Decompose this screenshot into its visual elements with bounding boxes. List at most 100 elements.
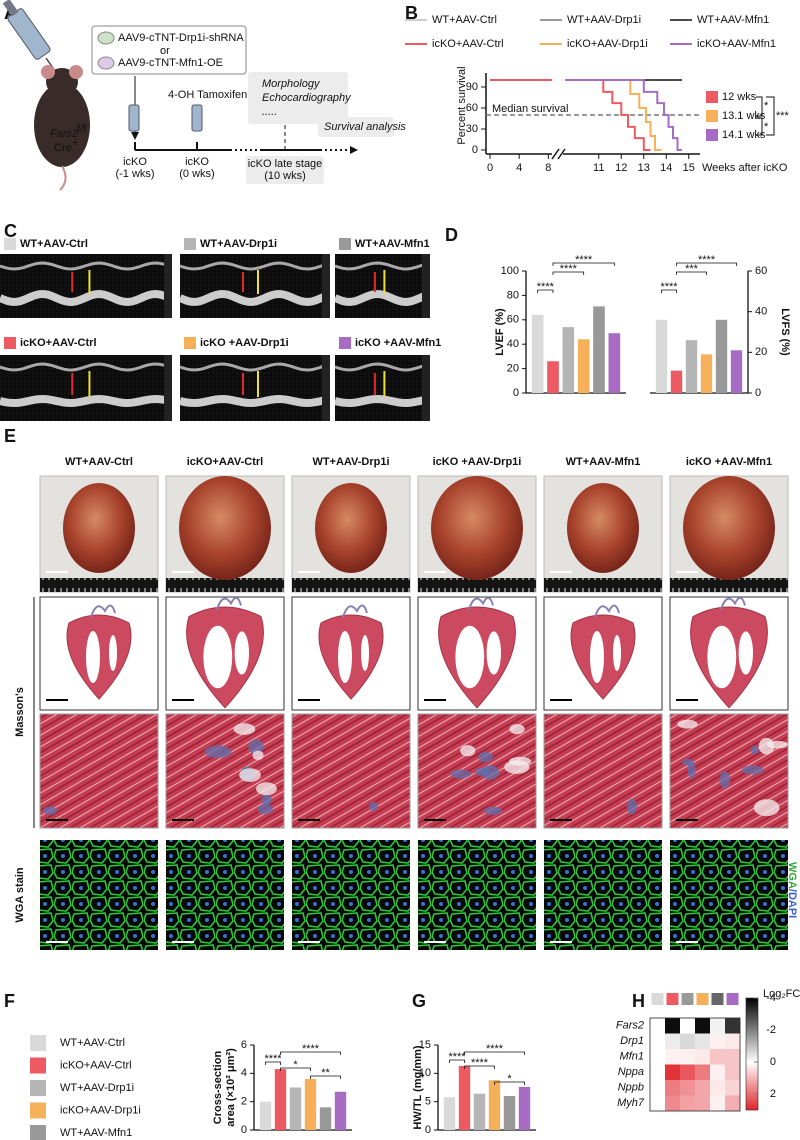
bar (655, 319, 668, 393)
legend-swatch (30, 1035, 46, 1051)
significance-bracket (464, 1065, 495, 1069)
echo-wall (179, 394, 329, 408)
legend-label: icKO+AAV-Mfn1 (697, 38, 776, 50)
fibrosis (257, 804, 274, 815)
echo-wall (0, 394, 173, 408)
colorbar-tick-label: -4 (766, 992, 776, 1004)
bar (547, 361, 559, 393)
heatmap-cell (680, 1064, 695, 1080)
readout-box (248, 72, 348, 124)
fibrosis (43, 806, 57, 815)
heatmap-cell (695, 1080, 710, 1096)
x-tick-label: 15 (683, 162, 695, 174)
survival-box (318, 117, 394, 137)
fibrosis (252, 750, 264, 761)
bar (503, 1096, 516, 1130)
fibrosis (481, 765, 500, 780)
x-tick-label: 0 (487, 162, 493, 174)
survival-line (565, 79, 662, 151)
heart-cavity (203, 625, 233, 689)
column-swatch (681, 993, 694, 1005)
bar (334, 1091, 347, 1130)
median-swatch (706, 91, 718, 103)
arrow-head (131, 132, 139, 140)
colorbar-label: Log₂FC (763, 988, 800, 1000)
significance: **** (302, 1043, 320, 1055)
legend-label: WT+AAV-Ctrl (60, 1037, 125, 1049)
survival-label: Survival analysis (324, 121, 406, 133)
echo-label: icKO +AAV-Mfn1 (355, 337, 441, 349)
masson-zoom (39, 713, 159, 829)
echo-wall (334, 261, 428, 271)
bar (562, 327, 575, 393)
significance-bracket (310, 1075, 341, 1079)
panel-label: H (632, 991, 645, 1011)
heatmap-cell (710, 1049, 725, 1065)
heatmap-cell (710, 1080, 725, 1096)
significance-bracket (766, 96, 775, 136)
survival-line (490, 79, 651, 151)
heatmap-cell (680, 1049, 695, 1065)
axis-break (551, 148, 560, 160)
y-tick-label: 10 (419, 1067, 431, 1079)
legend-label: icKO+AAV-Drp1i (60, 1104, 141, 1116)
ruler (292, 578, 410, 592)
heart-cavity (361, 635, 369, 671)
legend-swatch (4, 337, 16, 349)
heatmap-cell (665, 1080, 680, 1096)
column-title: icKO+AAV-Ctrl (187, 456, 264, 468)
significance: * (293, 1059, 298, 1071)
late-stage-box (246, 156, 324, 184)
legend-label: WT+AAV-Mfn1 (697, 14, 769, 26)
column-swatch (666, 993, 679, 1005)
row-label: Fars2 (616, 1020, 644, 1032)
significance: **** (660, 281, 678, 293)
significance: **** (698, 254, 716, 266)
bar (730, 350, 743, 393)
bar (473, 1093, 486, 1130)
legend-swatch (30, 1057, 46, 1074)
significance: *** (685, 263, 699, 275)
significance-bracket (449, 1059, 465, 1063)
significance-bracket (265, 1061, 281, 1065)
row-label: Myh7 (617, 1097, 645, 1109)
x-tick-label: 14 (660, 162, 672, 174)
y-tick-label: 60 (507, 314, 519, 326)
heatmap-cell (665, 1095, 680, 1111)
y-tick-label: 0 (472, 144, 478, 156)
fibrosis (687, 761, 696, 779)
heatmap-cell (650, 1095, 665, 1111)
legend-label: WT+AAV-Drp1i (60, 1082, 134, 1094)
significance-bracket (552, 271, 585, 275)
heart (683, 476, 775, 580)
reference-label: Median survival (492, 103, 568, 115)
heatmap-cell (665, 1049, 680, 1065)
y-tick-label: 0 (513, 387, 519, 399)
legend-swatch (339, 238, 351, 250)
fibrosis (204, 745, 232, 759)
bar (608, 333, 621, 393)
y-tick-label: 6 (241, 1039, 247, 1051)
legend-swatch (184, 337, 196, 349)
ruler (166, 578, 284, 592)
legend-swatch (30, 1125, 46, 1140)
timepoint-time: (0 wks) (179, 168, 214, 180)
syringe-small (191, 104, 203, 132)
median-swatch (706, 110, 718, 122)
heatmap-cell (680, 1095, 695, 1111)
wga-image (418, 840, 536, 950)
bar (488, 1080, 501, 1130)
heatmap-cell (695, 1095, 710, 1111)
heart (179, 476, 271, 580)
echo-scale (164, 355, 172, 421)
heatmap-cell (695, 1033, 710, 1049)
bar (458, 1065, 471, 1130)
echo-label: WT+AAV-Drp1i (200, 238, 277, 250)
heart (63, 483, 135, 573)
stain-label-part: WGA (786, 862, 798, 889)
fibrosis (753, 799, 780, 817)
vector-label: AAV9-cTNT-Mfn1-OE (118, 57, 223, 69)
valve (594, 604, 620, 618)
